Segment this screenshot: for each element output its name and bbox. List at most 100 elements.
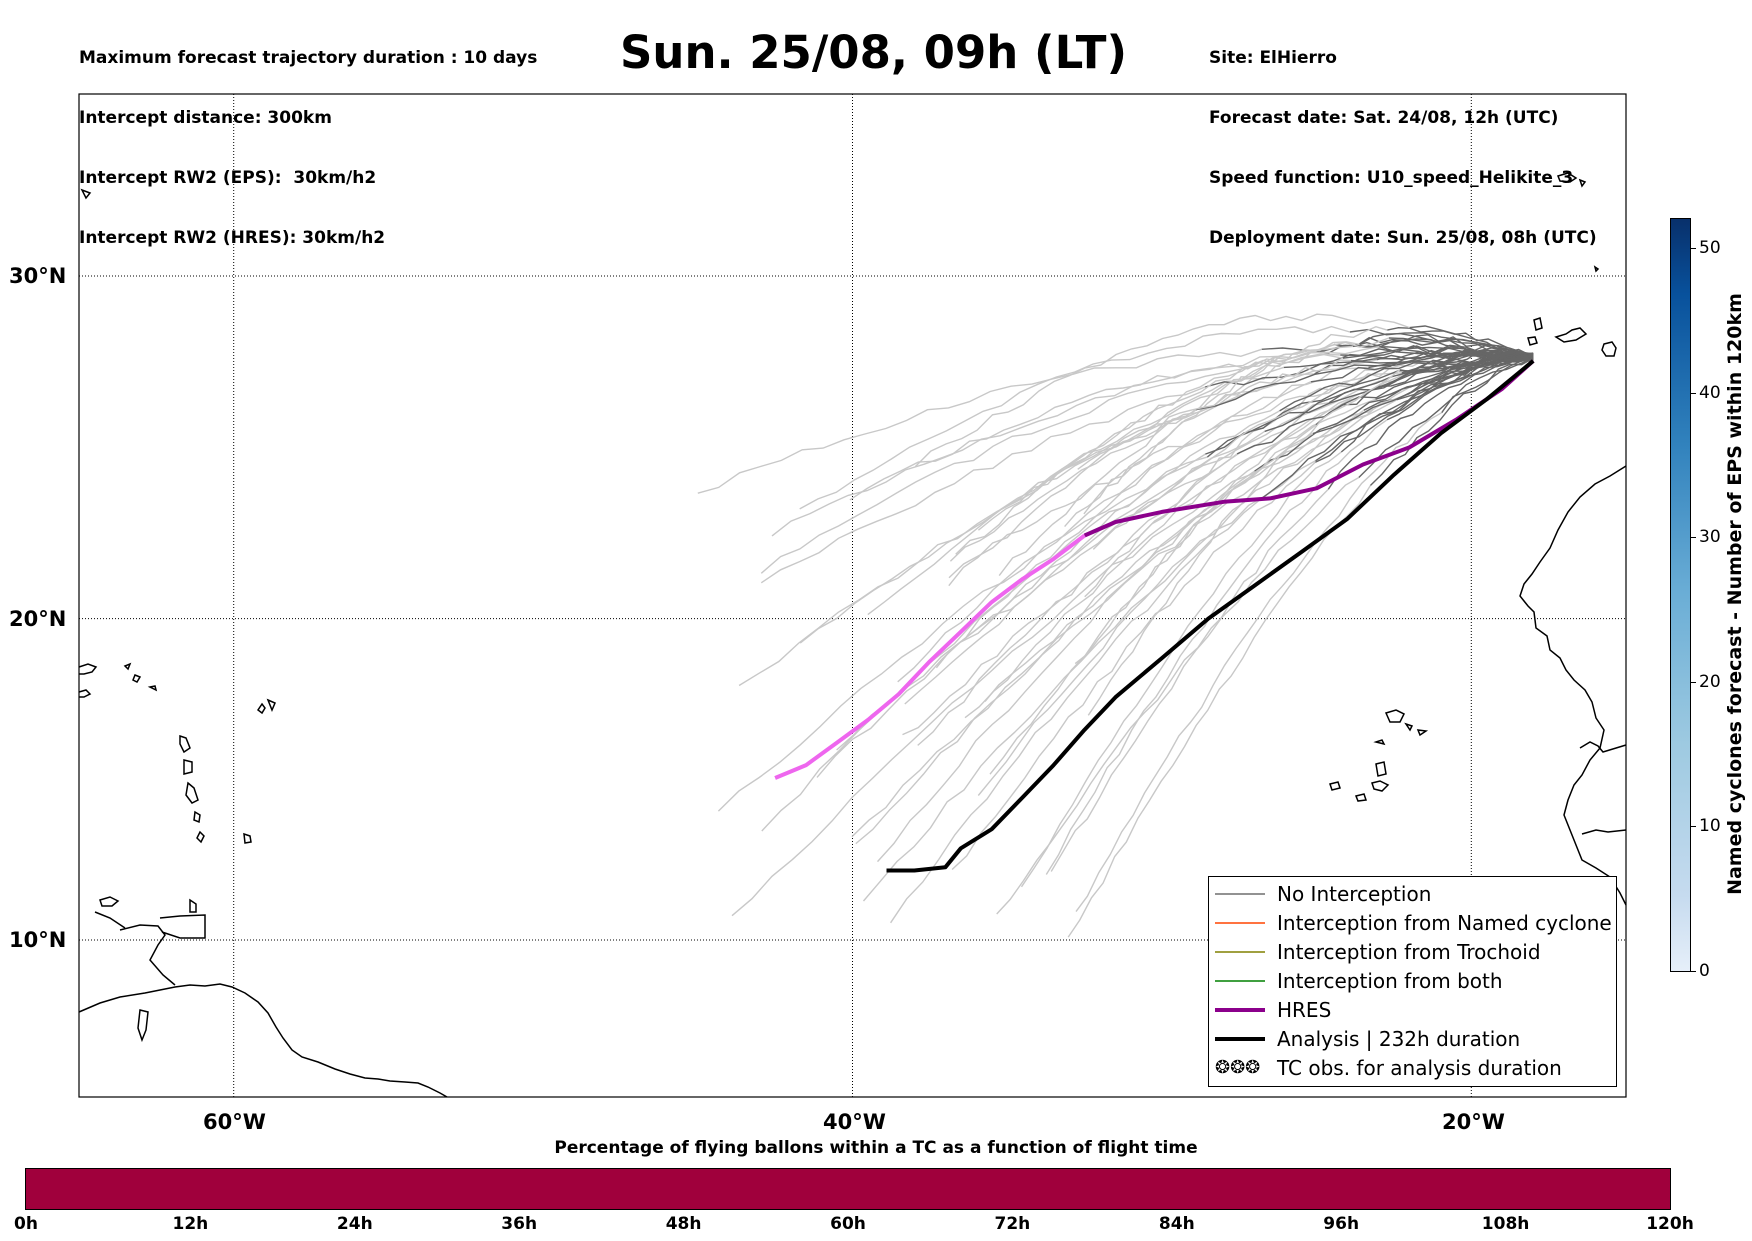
eps-trajectory <box>1358 358 1534 478</box>
lon-label-40w: 40°W <box>823 1110 886 1134</box>
island <box>78 689 92 698</box>
eps-trajectory-tail <box>964 396 1363 719</box>
eps-trajectory-tail <box>731 432 1314 917</box>
eps-trajectory-tail <box>760 353 1341 574</box>
eps-trajectory-tail <box>1067 485 1371 938</box>
colorbar-tick <box>1690 537 1696 539</box>
map-legend: No Interception Interception from Named … <box>1208 876 1617 1087</box>
eps-trajectory-tail <box>1084 359 1422 598</box>
analysis-trajectory <box>886 359 1535 873</box>
eps-trajectory-tail <box>1083 325 1388 515</box>
header-speed-function: Speed function: U10_speed_Helikite_3 <box>1209 168 1574 188</box>
eps-trajectory <box>1386 356 1534 421</box>
eps-trajectory-tail <box>738 409 1197 687</box>
header-intercept-distance: Intercept distance: 300km <box>79 108 332 128</box>
eps-trajectory <box>1236 355 1534 455</box>
page-title: Sun. 25/08, 09h (LT) <box>620 26 1128 79</box>
eps-trajectory <box>1327 353 1534 490</box>
eps-trajectory-tail <box>851 399 1398 838</box>
cape-verde-island <box>1384 709 1406 723</box>
colorbar-vertical-label: Named cyclones forecast - Number of EPS … <box>1724 293 1746 895</box>
eps-trajectory-tail <box>799 366 1369 644</box>
legend-line-analysis <box>1215 1036 1265 1041</box>
africa-coast-detail <box>1581 829 1627 835</box>
legend-line-both <box>1215 979 1265 982</box>
eps-trajectory <box>1279 351 1534 412</box>
cape-verde-island <box>1329 781 1341 791</box>
legend-label: TC obs. for analysis duration <box>1277 1055 1562 1080</box>
island <box>266 698 276 712</box>
colorbar-tick <box>1690 681 1696 683</box>
header-left: Maximum forecast trajectory duration : 1… <box>79 8 537 268</box>
coast-segment <box>94 911 126 929</box>
eps-trajectory-tail <box>951 461 1316 871</box>
eps-trajectory-tail <box>761 453 1206 832</box>
eps-trajectory <box>1441 359 1534 414</box>
cape-verde-island <box>1375 761 1387 777</box>
island <box>159 914 206 939</box>
legend-line-hres <box>1215 1007 1265 1012</box>
lat-label-10n: 10°N <box>9 928 67 952</box>
eps-trajectory-tail <box>914 313 1410 468</box>
eps-trajectory-tail <box>998 341 1360 577</box>
eps-trajectory-tail <box>1050 488 1329 872</box>
eps-trajectory-tail <box>1020 451 1342 888</box>
colorbar-tick <box>1690 826 1696 828</box>
colorbar-tick <box>1690 247 1696 249</box>
legend-line-no-interception <box>1215 892 1265 895</box>
lon-label-60w: 60°W <box>203 1110 266 1134</box>
colorbar-flight-time-label: 84h <box>1158 1214 1195 1234</box>
eps-trajectory-tail <box>717 456 1208 812</box>
island <box>147 685 158 692</box>
eps-trajectory <box>1350 349 1534 362</box>
hres-line-tail <box>774 533 1086 780</box>
cape-verde-island <box>1354 793 1368 802</box>
coastlines <box>78 172 1627 1098</box>
island <box>189 898 197 913</box>
madeira-island <box>1533 317 1543 331</box>
eps-trajectory-tail <box>836 453 1238 751</box>
eps-trajectory-tail <box>1045 419 1388 875</box>
canary-island <box>1601 341 1617 357</box>
colorbar-flight-time-label: 96h <box>1323 1214 1360 1234</box>
header-deployment-date: Deployment date: Sun. 25/08, 08h (UTC) <box>1209 228 1597 248</box>
colorbar-tick-label: 10 <box>1699 816 1721 837</box>
island <box>193 810 201 824</box>
lon-label-20w: 20°W <box>1442 1110 1505 1134</box>
colorbar-flight-time-label: 60h <box>830 1214 866 1234</box>
eps-trajectories <box>697 313 1534 938</box>
colorbar-tick <box>1690 971 1696 972</box>
eps-trajectory-tail <box>1075 412 1443 913</box>
eps-trajectory-tail <box>989 424 1317 775</box>
legend-item-both: Interception from both <box>1215 966 1503 995</box>
africa-coast-detail <box>1579 741 1627 753</box>
island <box>132 674 142 683</box>
colorbar-flight-time <box>25 1168 1671 1210</box>
eps-trajectory-tail <box>996 476 1360 915</box>
south-america-coast <box>78 983 448 1098</box>
eps-trajectory <box>1205 351 1534 455</box>
eps-trajectory <box>1399 348 1534 373</box>
eps-trajectory <box>1359 332 1534 358</box>
island <box>185 781 199 804</box>
legend-item-analysis: Analysis | 232h duration <box>1215 1024 1520 1053</box>
eps-trajectory-tail <box>867 366 1284 616</box>
island <box>1593 265 1600 273</box>
eps-trajectory-tail <box>1092 360 1435 550</box>
eps-trajectory-tail <box>876 470 1255 863</box>
legend-label: HRES <box>1277 997 1332 1022</box>
colorbar-flight-time-label: 24h <box>336 1214 373 1234</box>
eps-trajectory-tail <box>855 409 1365 845</box>
island <box>256 702 266 715</box>
colorbar-tick-label: 30 <box>1699 527 1721 548</box>
header-intercept-eps: Intercept RW2 (EPS): 30km/h2 <box>79 168 377 188</box>
header-right: Site: ElHierro Forecast date: Sat. 24/08… <box>1209 8 1597 268</box>
legend-label: No Interception <box>1277 881 1432 906</box>
eps-trajectory <box>1379 344 1534 358</box>
eps-trajectory-tail <box>862 460 1316 902</box>
colorbar-flight-time-label: 72h <box>994 1214 1031 1234</box>
azores-island <box>1556 172 1578 183</box>
eps-trajectory <box>1334 334 1534 360</box>
colorbar-horizontal-title: Percentage of flying ballons within a TC… <box>554 1138 1198 1158</box>
